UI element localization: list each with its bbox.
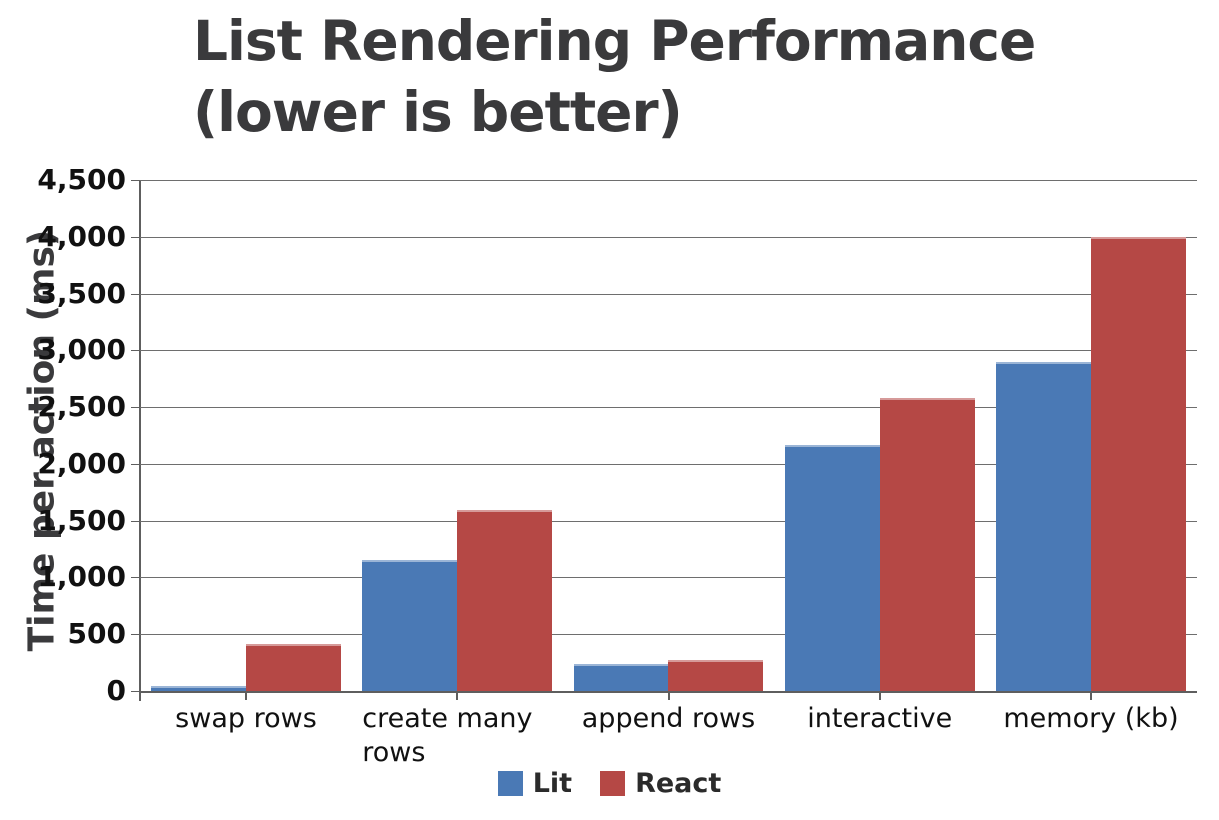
gridline-1500 (140, 520, 1197, 522)
gridline-4500 (140, 180, 1197, 181)
bar-group-memory-kb- (996, 180, 1186, 691)
x-axis-tick-3 (878, 691, 881, 700)
y-axis-tick-0 (131, 691, 140, 692)
bar-react-create-many-rows (457, 510, 553, 691)
y-tick-label-4000: 4,000 (37, 219, 126, 253)
legend-swatch-react (600, 771, 626, 796)
bar-lit-create-many-rows (362, 560, 458, 691)
bar-react-interactive (879, 398, 975, 691)
category-label-text: memory (kb) (1003, 703, 1179, 734)
y-axis-tick-3000 (131, 350, 140, 352)
bar-group-swap-rows (151, 180, 341, 691)
y-axis-tick-3500 (131, 293, 140, 295)
gridline-4000 (140, 236, 1197, 238)
category-label-swap-rows: swap rows (151, 702, 341, 736)
y-tick-label-500: 500 (67, 617, 126, 651)
bar-group-create-many-rows (362, 180, 553, 691)
y-axis-tick-1000 (131, 577, 140, 579)
legend-item-lit: Lit (497, 768, 573, 799)
category-label-text: swap rows (175, 703, 317, 734)
category-label-append-rows: append rows (574, 702, 764, 736)
bar-react-memory-kb- (1091, 236, 1186, 691)
y-tick-label-0: 0 (106, 674, 126, 707)
bar-react-swap-rows (245, 644, 341, 691)
chart-title-line-2: (lower is better) (193, 80, 683, 144)
y-tick-label-3000: 3,000 (37, 333, 126, 367)
y-tick-label-1500: 1,500 (37, 503, 126, 537)
y-axis-tick-4000 (131, 236, 140, 238)
y-tick-label-1000: 1,000 (37, 560, 126, 594)
chart-title: List Rendering Performance (lower is bet… (193, 6, 1036, 148)
x-axis-tick-2 (667, 691, 670, 700)
bar-group-append-rows (573, 180, 764, 691)
category-label-create-many-rows: create many rows (362, 702, 552, 770)
x-axis-tick-4 (1090, 691, 1093, 700)
y-tick-label-2500: 2,500 (37, 390, 126, 424)
plot-area (140, 180, 1197, 693)
gridline-3000 (140, 350, 1197, 352)
y-tick-label-4500: 4,500 (37, 163, 126, 196)
legend-label-lit: Lit (532, 768, 573, 799)
gridline-1000 (140, 577, 1197, 579)
category-label-memory-kb-: memory (kb) (996, 702, 1186, 736)
bar-lit-swap-rows (151, 685, 246, 691)
legend-swatch-lit (497, 771, 523, 796)
gridline-2000 (140, 463, 1197, 465)
legend-label-react: React (635, 768, 722, 799)
gridline-500 (140, 634, 1197, 636)
x-axis-tick-0 (244, 691, 247, 700)
chart-title-line-1: List Rendering Performance (193, 9, 1036, 73)
y-axis-tick-4500 (131, 180, 140, 181)
category-label-text: append rows (581, 703, 756, 734)
legend-item-react: React (600, 768, 721, 799)
y-tick-label-2000: 2,000 (37, 446, 126, 480)
y-tick-label-3500: 3,500 (37, 276, 126, 310)
bar-group-interactive (784, 180, 975, 691)
y-axis-line (139, 180, 141, 701)
gridline-2500 (140, 407, 1197, 409)
category-label-text: interactive (807, 703, 953, 734)
y-axis-tick-2500 (131, 407, 140, 409)
bar-react-append-rows (668, 660, 764, 691)
gridline-3500 (140, 293, 1197, 295)
x-axis-tick-1 (456, 691, 459, 700)
bar-lit-memory-kb- (996, 361, 1091, 691)
y-axis-tick-1500 (131, 520, 140, 522)
y-axis-tick-500 (131, 634, 140, 636)
category-label-interactive: interactive (785, 702, 975, 736)
bar-lit-append-rows (573, 663, 669, 691)
legend: Lit React (0, 768, 1219, 799)
bar-lit-interactive (784, 444, 880, 691)
y-axis-tick-2000 (131, 463, 140, 465)
category-label-text: create many rows (362, 703, 533, 768)
